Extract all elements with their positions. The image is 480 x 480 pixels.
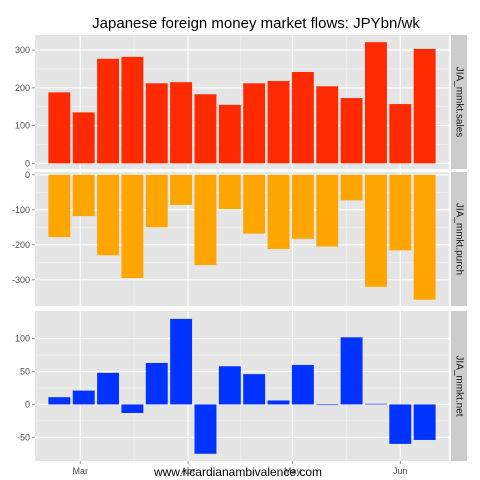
bar [340,337,363,405]
y-tick-label: 0 [25,170,30,180]
y-tick-label: 200 [15,83,30,93]
y-tick-label: 0 [25,158,30,168]
y-tick-label: 300 [15,45,30,55]
y-tick-label: -300 [12,275,30,285]
y-tick-label: 0 [25,399,30,409]
bar [121,404,144,413]
bar [48,397,71,405]
bar [243,83,266,164]
y-tick-label: 50 [20,367,30,377]
bar [389,404,412,444]
bar [72,112,95,164]
bar [145,83,168,164]
bar [267,174,290,249]
bar [194,404,217,454]
bar [194,94,217,164]
bar [413,174,436,300]
bar [316,404,339,406]
bar [72,390,95,405]
bar [145,174,168,228]
x-tick-label: Mar [72,466,88,476]
bar [316,174,339,247]
bar [48,92,71,164]
x-axis: Mar Apr May Jun [72,461,408,476]
bar [413,48,436,164]
bar [218,104,241,164]
bar [291,71,314,164]
bar [97,174,120,256]
bar [340,98,363,164]
x-tick-label: May [284,466,302,476]
bar [218,174,241,210]
bar [291,174,314,239]
facet-strip-label: JIA_mmkt.purch [454,203,465,275]
y-tick-label: 100 [15,334,30,344]
bar [243,374,266,405]
bar [145,362,168,405]
bar [364,403,387,405]
source-caption: www.ricardianambivalence.com [153,465,322,479]
facet-strip [451,172,467,306]
facet-strip-label: JIA_mmkt.net [454,355,465,416]
bar [291,364,314,405]
bar [389,104,412,164]
bar [340,174,363,201]
panel-jia-mmkt-purch: -300 -200 -100 0 JIA_mmkt.purch [12,170,467,306]
bar [170,82,193,164]
bar [413,404,436,440]
y-tick-label: -200 [12,240,30,250]
y-tick-label: -50 [17,432,30,442]
chart-title: Japanese foreign money market flows: JPY… [92,15,420,32]
bar [364,174,387,287]
bar [97,372,120,405]
bar [170,174,193,205]
chart-panels: 0 100 200 300 JIA_mmkt.sales -300 -200 -100 0 JIA… [12,35,467,461]
bar [243,174,266,234]
y-tick-label: -100 [12,205,30,215]
bar [121,56,144,164]
bar [316,86,339,164]
facet-strip [451,311,467,461]
bar [72,174,95,217]
bar [194,174,217,266]
bar [170,318,193,405]
panel-jia-mmkt-net: -50 0 50 100 JIA_mmkt.net [15,311,467,461]
bar [121,174,144,279]
bar [267,400,290,405]
y-tick-label: 100 [15,121,30,131]
bar [389,174,412,251]
bar [364,42,387,164]
facet-strip-label: JIA_mmkt.sales [454,67,465,138]
bar [218,366,241,405]
panel-jia-mmkt-sales: 0 100 200 300 JIA_mmkt.sales [15,35,467,169]
x-tick-label: Jun [393,466,408,476]
facet-strip [451,35,467,169]
bar [48,174,71,238]
x-tick-label: Apr [181,466,195,476]
bar [267,81,290,164]
bar [97,58,120,164]
